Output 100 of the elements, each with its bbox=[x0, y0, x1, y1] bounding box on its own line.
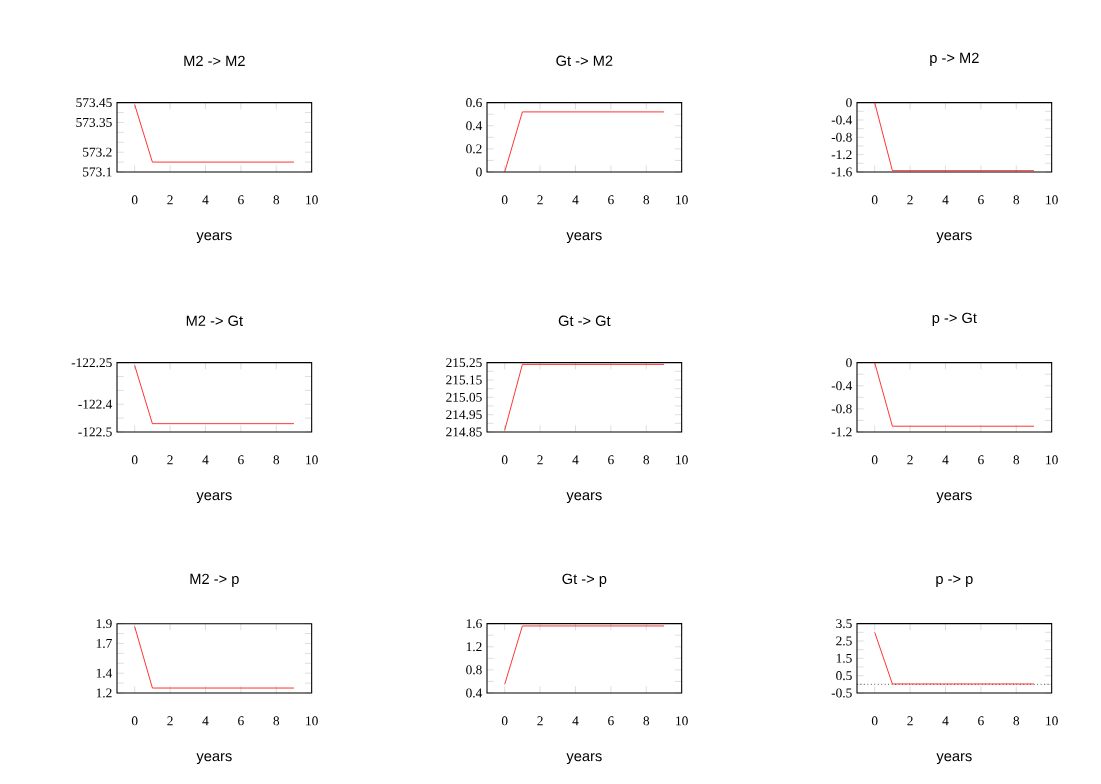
x-tick-label: 10 bbox=[1046, 455, 1058, 465]
y-tick-label: -122.4 bbox=[78, 399, 113, 409]
y-tick-label: -1.2 bbox=[831, 150, 852, 160]
x-tick-label: 2 bbox=[537, 195, 543, 205]
x-tick-label: 2 bbox=[907, 716, 913, 726]
x-tick-label: 0 bbox=[501, 455, 508, 465]
x-tick-label: 4 bbox=[572, 455, 579, 465]
y-tick-label: -122.25 bbox=[71, 358, 112, 368]
y-tick-label: 0.5 bbox=[836, 671, 852, 681]
x-tick-label: 0 bbox=[501, 195, 508, 205]
y-tick-label: 1.2 bbox=[466, 642, 482, 652]
y-tick-label: 573.1 bbox=[83, 167, 112, 177]
y-tick-label: 1.9 bbox=[96, 619, 112, 629]
x-axis-title: years bbox=[936, 232, 972, 244]
x-tick-label: 10 bbox=[676, 195, 688, 205]
y-tick-label: -1.2 bbox=[831, 427, 852, 437]
x-tick-label: 8 bbox=[1013, 455, 1020, 465]
x-tick-label: 8 bbox=[1013, 716, 1020, 726]
y-tick-label: -122.5 bbox=[78, 427, 112, 437]
chart-title: p -> M2 bbox=[930, 52, 979, 66]
y-tick-label: 573.35 bbox=[76, 117, 112, 127]
x-tick-label: 10 bbox=[306, 716, 318, 726]
x-tick-label: 10 bbox=[1046, 195, 1058, 205]
y-tick-label: 214.95 bbox=[446, 410, 482, 420]
x-tick-label: 6 bbox=[978, 455, 984, 465]
y-tick-label: -0.4 bbox=[831, 115, 853, 125]
x-tick-label: 6 bbox=[608, 195, 614, 205]
x-tick-label: 8 bbox=[273, 195, 280, 205]
x-tick-label: 0 bbox=[501, 716, 508, 726]
y-tick-label: 1.2 bbox=[96, 688, 112, 698]
y-tick-label: 573.2 bbox=[83, 147, 112, 157]
chart-title: M2 -> Gt bbox=[186, 315, 243, 326]
y-tick-label: 1.5 bbox=[836, 653, 852, 663]
x-axis-title: years bbox=[196, 492, 232, 504]
x-tick-label: 8 bbox=[273, 716, 280, 726]
y-tick-label: -1.6 bbox=[831, 167, 852, 177]
x-tick-label: 10 bbox=[306, 195, 318, 205]
y-tick-label: -0.8 bbox=[831, 132, 852, 142]
y-tick-label: 0.4 bbox=[466, 688, 483, 698]
y-tick-label: 0.2 bbox=[466, 144, 482, 154]
x-tick-label: 4 bbox=[202, 716, 209, 726]
chart-title: Gt -> Gt bbox=[558, 315, 611, 326]
x-tick-label: 4 bbox=[572, 716, 579, 726]
x-tick-label: 2 bbox=[537, 716, 543, 726]
x-tick-label: 0 bbox=[131, 195, 138, 205]
x-axis-title: years bbox=[936, 492, 972, 504]
x-tick-label: 10 bbox=[676, 455, 688, 465]
x-tick-label: 8 bbox=[643, 195, 650, 205]
x-tick-label: 10 bbox=[306, 455, 318, 465]
x-tick-label: 8 bbox=[643, 716, 650, 726]
y-tick-label: 0.8 bbox=[466, 665, 482, 675]
x-tick-label: 4 bbox=[942, 716, 949, 726]
chart-title: Gt -> M2 bbox=[556, 55, 613, 66]
x-tick-label: 6 bbox=[978, 716, 984, 726]
x-tick-label: 4 bbox=[942, 195, 949, 205]
y-tick-label: -0.8 bbox=[831, 404, 852, 414]
chart-title: Gt -> p bbox=[562, 573, 607, 587]
y-tick-label: -0.5 bbox=[831, 688, 852, 698]
x-tick-label: 6 bbox=[608, 455, 614, 465]
x-tick-label: 2 bbox=[167, 195, 173, 205]
x-axis-title: years bbox=[566, 492, 602, 504]
x-tick-label: 10 bbox=[1046, 716, 1058, 726]
y-tick-label: 0 bbox=[846, 358, 852, 368]
x-tick-label: 0 bbox=[871, 455, 878, 465]
x-tick-label: 0 bbox=[871, 195, 878, 205]
chart-title: M2 -> M2 bbox=[184, 55, 245, 66]
chart-title: M2 -> p bbox=[190, 573, 239, 587]
x-tick-label: 2 bbox=[907, 195, 913, 205]
x-axis-title: years bbox=[566, 232, 602, 244]
x-tick-label: 8 bbox=[1013, 195, 1020, 205]
y-tick-label: 215.25 bbox=[446, 358, 482, 368]
x-tick-label: 6 bbox=[238, 195, 244, 205]
x-tick-label: 8 bbox=[643, 455, 650, 465]
x-tick-label: 0 bbox=[131, 455, 138, 465]
x-axis-title: years bbox=[566, 753, 602, 765]
x-tick-label: 8 bbox=[273, 455, 280, 465]
y-tick-label: 0.6 bbox=[466, 98, 482, 108]
x-tick-label: 2 bbox=[537, 455, 543, 465]
x-tick-label: 10 bbox=[676, 716, 688, 726]
x-tick-label: 2 bbox=[167, 455, 173, 465]
y-tick-label: 3.5 bbox=[836, 619, 852, 629]
chart-title: p -> p bbox=[936, 575, 973, 587]
chart-title: p -> Gt bbox=[932, 312, 977, 326]
y-tick-label: 214.85 bbox=[446, 427, 482, 437]
x-axis-title: years bbox=[936, 753, 972, 765]
y-tick-label: 0 bbox=[846, 98, 852, 108]
x-tick-label: 2 bbox=[907, 455, 913, 465]
x-tick-label: 4 bbox=[942, 455, 949, 465]
y-tick-label: 2.5 bbox=[836, 636, 852, 646]
x-tick-label: 0 bbox=[131, 716, 138, 726]
x-axis-title: years bbox=[196, 753, 232, 765]
y-tick-label: 1.7 bbox=[96, 638, 112, 648]
y-tick-label: 573.45 bbox=[76, 98, 112, 108]
x-tick-label: 6 bbox=[238, 716, 244, 726]
y-tick-label: 215.15 bbox=[446, 375, 482, 385]
y-tick-label: -0.4 bbox=[831, 381, 853, 391]
x-tick-label: 2 bbox=[167, 716, 173, 726]
x-tick-label: 6 bbox=[238, 455, 244, 465]
y-tick-label: 1.6 bbox=[466, 619, 482, 629]
x-tick-label: 6 bbox=[978, 195, 984, 205]
